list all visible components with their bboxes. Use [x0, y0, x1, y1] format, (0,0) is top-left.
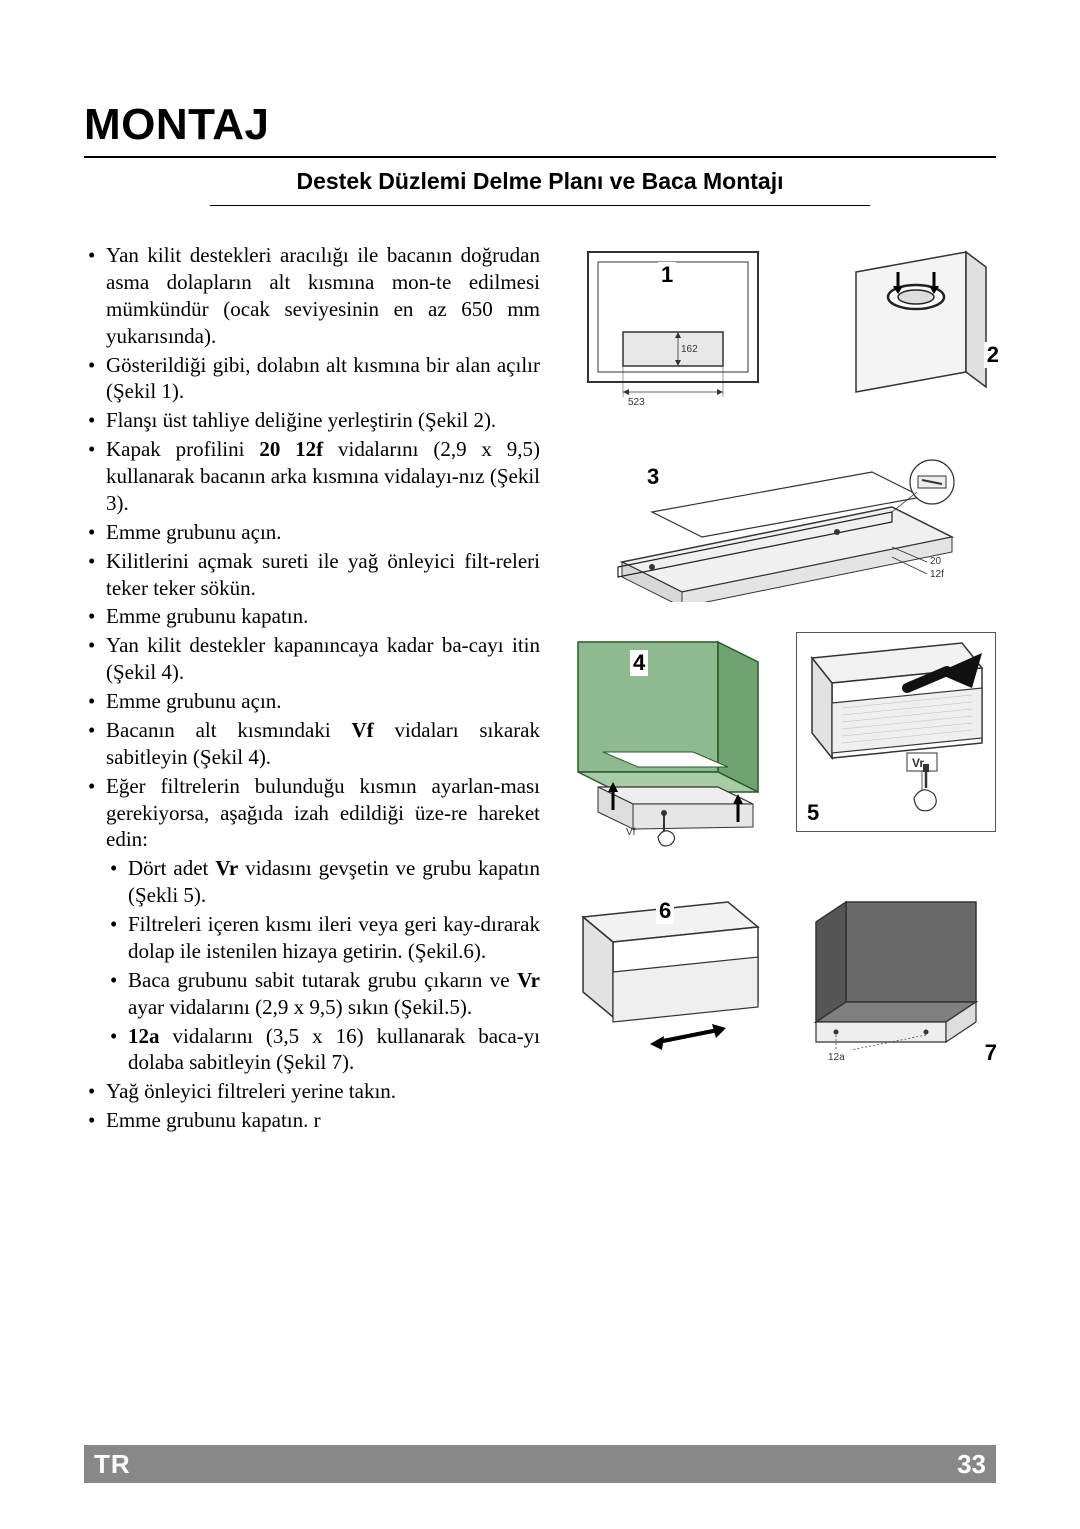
figure-7-number: 7 — [982, 1040, 1000, 1066]
figure-row-1: 162 523 1 — [568, 242, 996, 422]
bullet-item: Baca grubunu sabit tutarak grubu çıkarın… — [106, 967, 540, 1021]
bullet-item: Yağ önleyici filtreleri yerine takın. — [84, 1078, 540, 1105]
svg-text:12f: 12f — [930, 569, 944, 580]
bullet-item: Emme grubunu açın. — [84, 688, 540, 715]
bullet-list-level2: Dört adet Vr vidasını gevşetin ve grubu … — [106, 855, 540, 1076]
page-footer: TR 33 — [84, 1445, 996, 1483]
page: MONTAJ Destek Düzlemi Delme Planı ve Bac… — [0, 0, 1080, 1529]
svg-text:Vf: Vf — [626, 827, 636, 838]
bullet-item: Yan kilit destekleri aracılığı ile bacan… — [84, 242, 540, 350]
figure-5-number: 5 — [804, 800, 822, 826]
subtitle: Destek Düzlemi Delme Planı ve Baca Monta… — [296, 168, 783, 199]
svg-text:12a: 12a — [828, 1052, 845, 1062]
figure-5: Vr 5 — [796, 632, 996, 832]
svg-text:Vr: Vr — [912, 756, 924, 770]
figure-2-number: 2 — [984, 342, 1002, 368]
svg-text:523: 523 — [628, 397, 645, 408]
figure-6-number: 6 — [656, 898, 674, 924]
content-columns: Yan kilit destekleri aracılığı ile bacan… — [84, 242, 996, 1136]
bullet-item: Kapak profilini 20 12f vidalarını (2,9 x… — [84, 436, 540, 517]
bullet-item: Gösterildiği gibi, dolabın alt kısmına b… — [84, 352, 540, 406]
bullet-list-level1: Yan kilit destekleri aracılığı ile bacan… — [84, 242, 540, 1134]
figure-1: 162 523 1 — [568, 242, 778, 422]
footer-language: TR — [94, 1449, 131, 1480]
bullet-item: Flanşı üst tahliye deliğine yerleştirin … — [84, 407, 540, 434]
svg-text:20: 20 — [930, 556, 942, 567]
bullet-item: Emme grubunu kapatın. r — [84, 1107, 540, 1134]
figure-row-4: 6 — [568, 892, 996, 1062]
bullet-item: Emme grubunu kapatın. — [84, 603, 540, 630]
text-column: Yan kilit destekleri aracılığı ile bacan… — [84, 242, 540, 1136]
figure-1-number: 1 — [658, 262, 676, 288]
figure-3-number: 3 — [644, 464, 662, 490]
figure-row-3: Vf 4 — [568, 632, 996, 862]
bullet-item: Filtreleri içeren kısmı ileri veya geri … — [106, 911, 540, 965]
figure-2: 2 — [826, 242, 996, 412]
figure-row-2: 20 12f 3 — [568, 452, 996, 602]
subtitle-rule — [210, 205, 870, 206]
footer-page-number: 33 — [957, 1449, 986, 1480]
figure-4: Vf 4 — [568, 632, 768, 862]
figure-7: 12a 7 — [786, 892, 996, 1062]
figure-3: 20 12f 3 — [592, 452, 972, 602]
bullet-item: Bacanın alt kısmındaki Vf vidaları sıkar… — [84, 717, 540, 771]
figure-4-number: 4 — [630, 650, 648, 676]
bullet-item: Eğer filtrelerin bulunduğu kısmın ayarla… — [84, 773, 540, 1077]
section-title: MONTAJ — [84, 100, 996, 150]
figure-6: 6 — [568, 892, 768, 1052]
subtitle-wrap: Destek Düzlemi Delme Planı ve Baca Monta… — [84, 168, 996, 199]
bullet-item: Dört adet Vr vidasını gevşetin ve grubu … — [106, 855, 540, 909]
bullet-item: Yan kilit destekler kapanıncaya kadar ba… — [84, 632, 540, 686]
figure-column: 162 523 1 — [568, 242, 996, 1136]
title-rule — [84, 156, 996, 158]
bullet-item: 12a vidalarını (3,5 x 16) kullanarak bac… — [106, 1023, 540, 1077]
bullet-item: Kilitlerini açmak sureti ile yağ önleyic… — [84, 548, 540, 602]
bullet-item: Emme grubunu açın. — [84, 519, 540, 546]
svg-text:162: 162 — [681, 344, 698, 355]
